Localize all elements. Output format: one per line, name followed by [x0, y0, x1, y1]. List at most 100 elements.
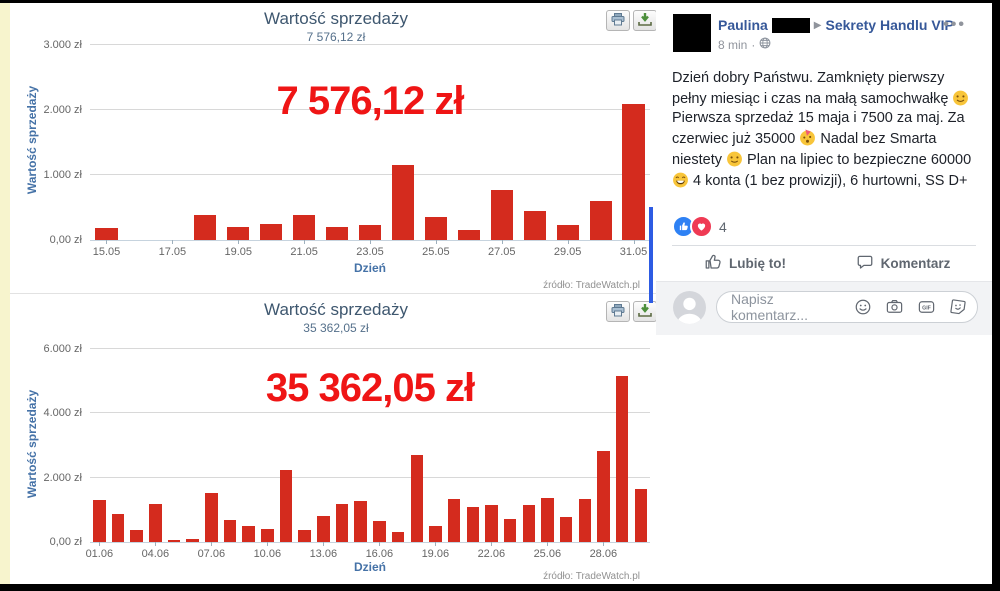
- download-chart-button[interactable]: [633, 10, 657, 31]
- x-tick-mark: [379, 542, 381, 546]
- bar: [391, 532, 405, 542]
- gif-button[interactable]: GIF: [917, 298, 936, 316]
- download-chart-button[interactable]: [633, 301, 657, 322]
- x-tick-mark: [603, 542, 605, 546]
- reaction-count[interactable]: 4: [719, 218, 727, 235]
- bar: [149, 504, 162, 542]
- post-headline: Paulina ▶ Sekrety Handlu VIP: [718, 17, 954, 33]
- x-tick-mark: [501, 240, 503, 244]
- y-tick-label: 3.000 zł: [43, 39, 82, 51]
- comment-bubble-icon: [856, 253, 874, 274]
- screen-background: Wartość sprzedaży 7 576,12 zł Wartość sp…: [0, 3, 992, 584]
- facebook-post: Paulina ▶ Sekrety Handlu VIP 8 min · •••…: [656, 3, 992, 584]
- x-tick-label: 22.06: [477, 548, 506, 560]
- globe-privacy-icon: [759, 37, 771, 52]
- page-left-margin-strip: [0, 3, 10, 584]
- bar: [93, 500, 106, 542]
- print-chart-button[interactable]: [606, 10, 630, 31]
- x-tick-label: 07.06: [197, 548, 226, 560]
- x-tick-mark: [633, 240, 635, 244]
- bar: [298, 530, 311, 542]
- meta-separator: ·: [751, 37, 756, 52]
- bar: [391, 164, 414, 240]
- print-chart-button[interactable]: [606, 301, 630, 322]
- post-text: Dzień dobry Państwu. Zamknięty pierwszy …: [672, 70, 972, 189]
- x-tick-mark: [370, 240, 371, 244]
- x-tick-label: 28.06: [589, 548, 618, 560]
- bar: [279, 469, 293, 542]
- chart-subtitle: 7 576,12 zł: [306, 30, 366, 44]
- bar: [634, 488, 648, 542]
- bar: [261, 528, 274, 542]
- bar: [523, 211, 546, 240]
- like-button[interactable]: Lubię to!: [666, 246, 824, 281]
- svg-text:GIF: GIF: [922, 306, 932, 312]
- author-name-link[interactable]: Paulina: [718, 17, 768, 33]
- post-options-button[interactable]: •••: [937, 15, 972, 35]
- x-tick-mark: [435, 240, 437, 244]
- bar: [522, 505, 536, 542]
- bar: [447, 499, 461, 542]
- love-reaction-icon[interactable]: [690, 215, 713, 238]
- chart-plot-area: 6.000 zł 4.000 zł 2.000 zł 0,00 zł 01.06 04.0…: [43, 343, 650, 560]
- y-axis-title: Wartość sprzedaży: [25, 85, 39, 195]
- printer-icon: [611, 12, 625, 29]
- y-tick-label: 0,00 zł: [49, 536, 82, 548]
- timestamp[interactable]: 8 min: [718, 37, 748, 52]
- download-icon: [638, 12, 652, 29]
- bar: [429, 526, 442, 542]
- x-tick-mark: [567, 240, 569, 244]
- bar: [541, 497, 554, 542]
- bar: [559, 516, 573, 542]
- x-tick-label: 25.05: [422, 246, 450, 258]
- bar: [227, 227, 250, 240]
- bar: [223, 520, 237, 542]
- bar: [95, 227, 118, 240]
- x-tick-mark: [267, 542, 269, 546]
- bar: [589, 201, 612, 240]
- bar: [503, 519, 517, 542]
- gridline: [90, 109, 650, 111]
- bar: [167, 540, 181, 542]
- attach-photo-button[interactable]: [885, 298, 904, 316]
- reactions-summary[interactable]: 4: [672, 215, 727, 238]
- total-sales-annotation: 35 362,05 zł: [265, 366, 475, 410]
- x-tick-mark: [155, 542, 157, 546]
- comment-placeholder: Napisz komentarz...: [731, 291, 809, 323]
- author-avatar-redacted[interactable]: [673, 14, 711, 52]
- y-tick-label: 4.000 zł: [43, 407, 82, 420]
- sticker-button[interactable]: [949, 298, 967, 316]
- bar: [556, 225, 579, 240]
- emoji-picker-button[interactable]: [854, 298, 872, 316]
- comment-button[interactable]: Komentarz: [824, 246, 982, 281]
- bar: [410, 455, 423, 542]
- sales-chart-card-may: Wartość sprzedaży 7 576,12 zł Wartość sp…: [10, 3, 662, 294]
- chart-source-credit: źródło: TradeWatch.pl: [543, 571, 640, 582]
- bar: [186, 538, 199, 542]
- bar: [335, 504, 349, 542]
- emoji-icon: [799, 129, 816, 146]
- y-axis-title: Wartość sprzedaży: [25, 389, 39, 499]
- bar: [615, 376, 629, 542]
- x-tick-label: 13.06: [309, 548, 338, 560]
- x-axis-title: Dzień: [353, 560, 386, 574]
- x-tick-mark: [323, 542, 325, 546]
- bar: [293, 214, 316, 240]
- y-tick-label: 6.000 zł: [43, 343, 82, 355]
- scrollbar-indicator[interactable]: [649, 207, 653, 303]
- sales-chart-card-june: Wartość sprzedaży 35 362,05 zł Wartość s…: [10, 294, 662, 584]
- chart-title: Wartość sprzedaży: [264, 9, 408, 28]
- group-name-link[interactable]: Sekrety Handlu VIP: [825, 17, 954, 33]
- x-tick-label: 21.05: [290, 246, 318, 258]
- x-tick-label: 15.05: [92, 246, 121, 258]
- download-icon: [638, 303, 652, 320]
- x-tick-label: 31.05: [619, 246, 648, 258]
- x-tick-label: 23.05: [356, 246, 384, 258]
- bar: [130, 529, 143, 542]
- bar: [260, 223, 283, 240]
- x-tick-mark: [491, 542, 493, 546]
- thumbs-up-icon: [704, 253, 722, 274]
- gridline: [90, 412, 650, 414]
- comment-input[interactable]: Napisz komentarz... GIF: [716, 291, 978, 323]
- bar: [194, 214, 217, 240]
